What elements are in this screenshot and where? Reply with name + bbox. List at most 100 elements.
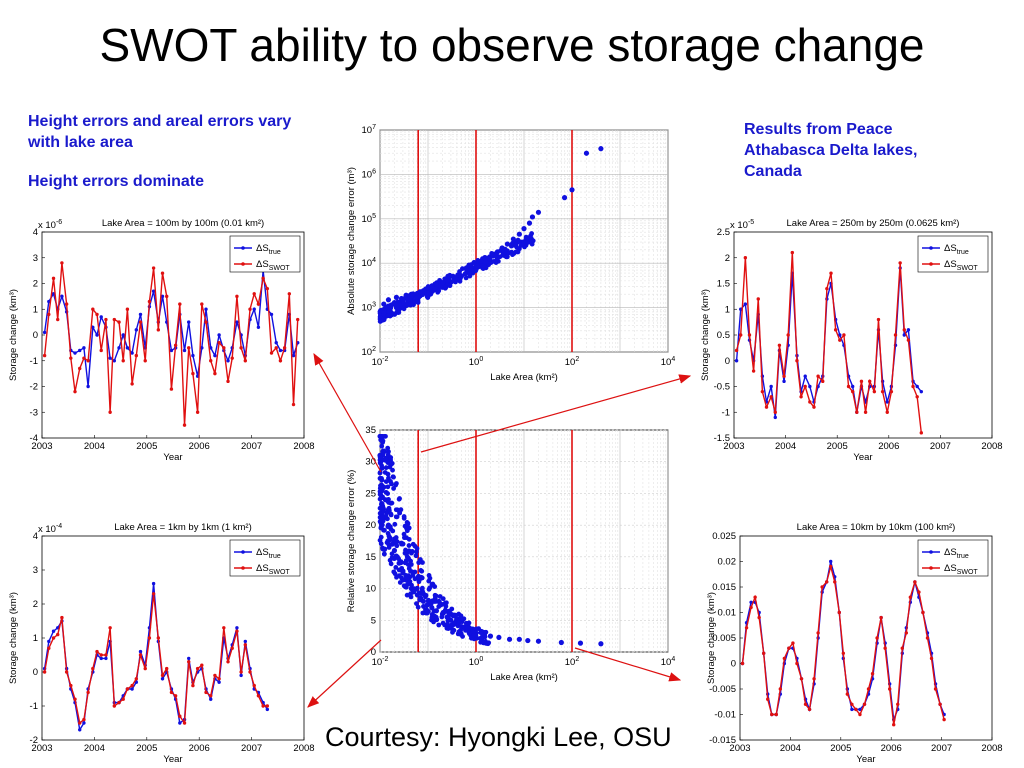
data-point <box>483 629 489 635</box>
series-point <box>230 646 234 650</box>
series-point <box>761 651 766 655</box>
y-axis-label: Storage change (km³) <box>700 289 711 381</box>
series-point <box>213 353 217 358</box>
series-point <box>187 346 191 350</box>
series-point <box>938 702 942 706</box>
series-point <box>906 338 911 342</box>
data-point <box>400 541 406 547</box>
series-point <box>200 346 204 350</box>
data-point <box>479 628 484 634</box>
series-point <box>799 677 804 681</box>
data-point <box>381 301 387 307</box>
y-tick-label: -1 <box>30 356 38 367</box>
series-point <box>112 359 117 363</box>
data-point <box>424 294 430 300</box>
y-tick-label: -0.005 <box>709 684 736 695</box>
data-point <box>380 514 386 520</box>
series-point <box>160 673 165 678</box>
data-point <box>414 295 419 300</box>
series-point <box>147 636 152 640</box>
data-point <box>406 543 412 548</box>
series-point <box>151 581 156 586</box>
y-axis-label: Relative storage change error (%) <box>346 470 357 613</box>
data-point <box>530 238 536 244</box>
series-point <box>850 702 854 706</box>
series-point <box>108 356 112 360</box>
series-point <box>833 328 838 332</box>
series-point <box>904 631 909 635</box>
data-point <box>377 457 383 463</box>
series-point <box>42 670 47 674</box>
y-tick-label: 2 <box>33 279 38 290</box>
series-point <box>773 415 777 420</box>
series-point <box>846 384 851 389</box>
y-tick-label: 0.02 <box>718 557 737 568</box>
data-point <box>379 495 384 501</box>
y-tick-label: 0.015 <box>712 582 736 593</box>
legend-box <box>229 235 301 273</box>
y-tick-label: 0 <box>725 356 730 367</box>
data-point <box>379 463 384 468</box>
series-point <box>78 348 82 353</box>
series-point <box>121 333 125 337</box>
series-point <box>235 294 239 299</box>
series-point <box>889 389 894 394</box>
data-point <box>385 471 391 477</box>
x-tick-label: 2006 <box>189 441 210 452</box>
series-point <box>743 302 748 306</box>
data-point <box>402 535 407 541</box>
y-tick-label: -3 <box>30 407 38 418</box>
series-point <box>274 341 278 345</box>
y-axis-label: Storage change (km³) <box>8 592 19 684</box>
x-axis-label: Lake Area (km²) <box>490 672 558 683</box>
series-point <box>204 690 208 695</box>
x-tick-label: 10-2 <box>372 356 389 368</box>
series-point <box>117 320 121 324</box>
y-tick-label: 0.005 <box>712 633 736 644</box>
y-tick-label: 4 <box>33 227 38 238</box>
x-tick-label: 2005 <box>136 441 157 452</box>
series-point <box>859 379 864 384</box>
data-point <box>482 259 488 265</box>
data-point <box>414 601 419 606</box>
series-point <box>165 666 169 671</box>
data-point <box>418 591 424 596</box>
data-point <box>410 541 416 547</box>
series-point <box>261 276 265 281</box>
data-point <box>467 272 473 278</box>
series-point <box>900 646 904 650</box>
series-point <box>178 721 182 725</box>
legend-box <box>229 539 301 577</box>
x-axis-label: Year <box>853 452 872 463</box>
data-point <box>404 523 410 529</box>
series-point <box>69 356 73 360</box>
x-tick-label: 100 <box>469 356 484 368</box>
data-point <box>408 568 413 574</box>
series-point <box>182 423 187 427</box>
series-point <box>808 384 812 389</box>
series-point <box>51 629 56 633</box>
series-point <box>911 384 915 389</box>
y-exponent-label: x 10-6 <box>38 219 62 231</box>
data-point <box>386 309 392 314</box>
x-tick-label: 104 <box>661 356 676 368</box>
series-point <box>95 333 99 337</box>
data-point <box>394 539 400 545</box>
series-point <box>99 656 103 661</box>
legend-marker <box>929 246 933 250</box>
series-point <box>47 299 51 304</box>
data-point <box>420 610 426 616</box>
series-point <box>209 697 213 701</box>
series-point <box>740 661 745 666</box>
series-point <box>91 325 95 329</box>
series-point <box>248 307 252 311</box>
series-point <box>222 626 226 630</box>
data-point <box>437 600 443 606</box>
legend-marker <box>929 262 933 266</box>
series-point <box>187 320 191 324</box>
series-point <box>86 359 90 363</box>
series-point <box>117 346 121 350</box>
x-tick-label: 2007 <box>930 441 951 452</box>
series-point <box>204 320 208 324</box>
series-point <box>787 646 791 650</box>
